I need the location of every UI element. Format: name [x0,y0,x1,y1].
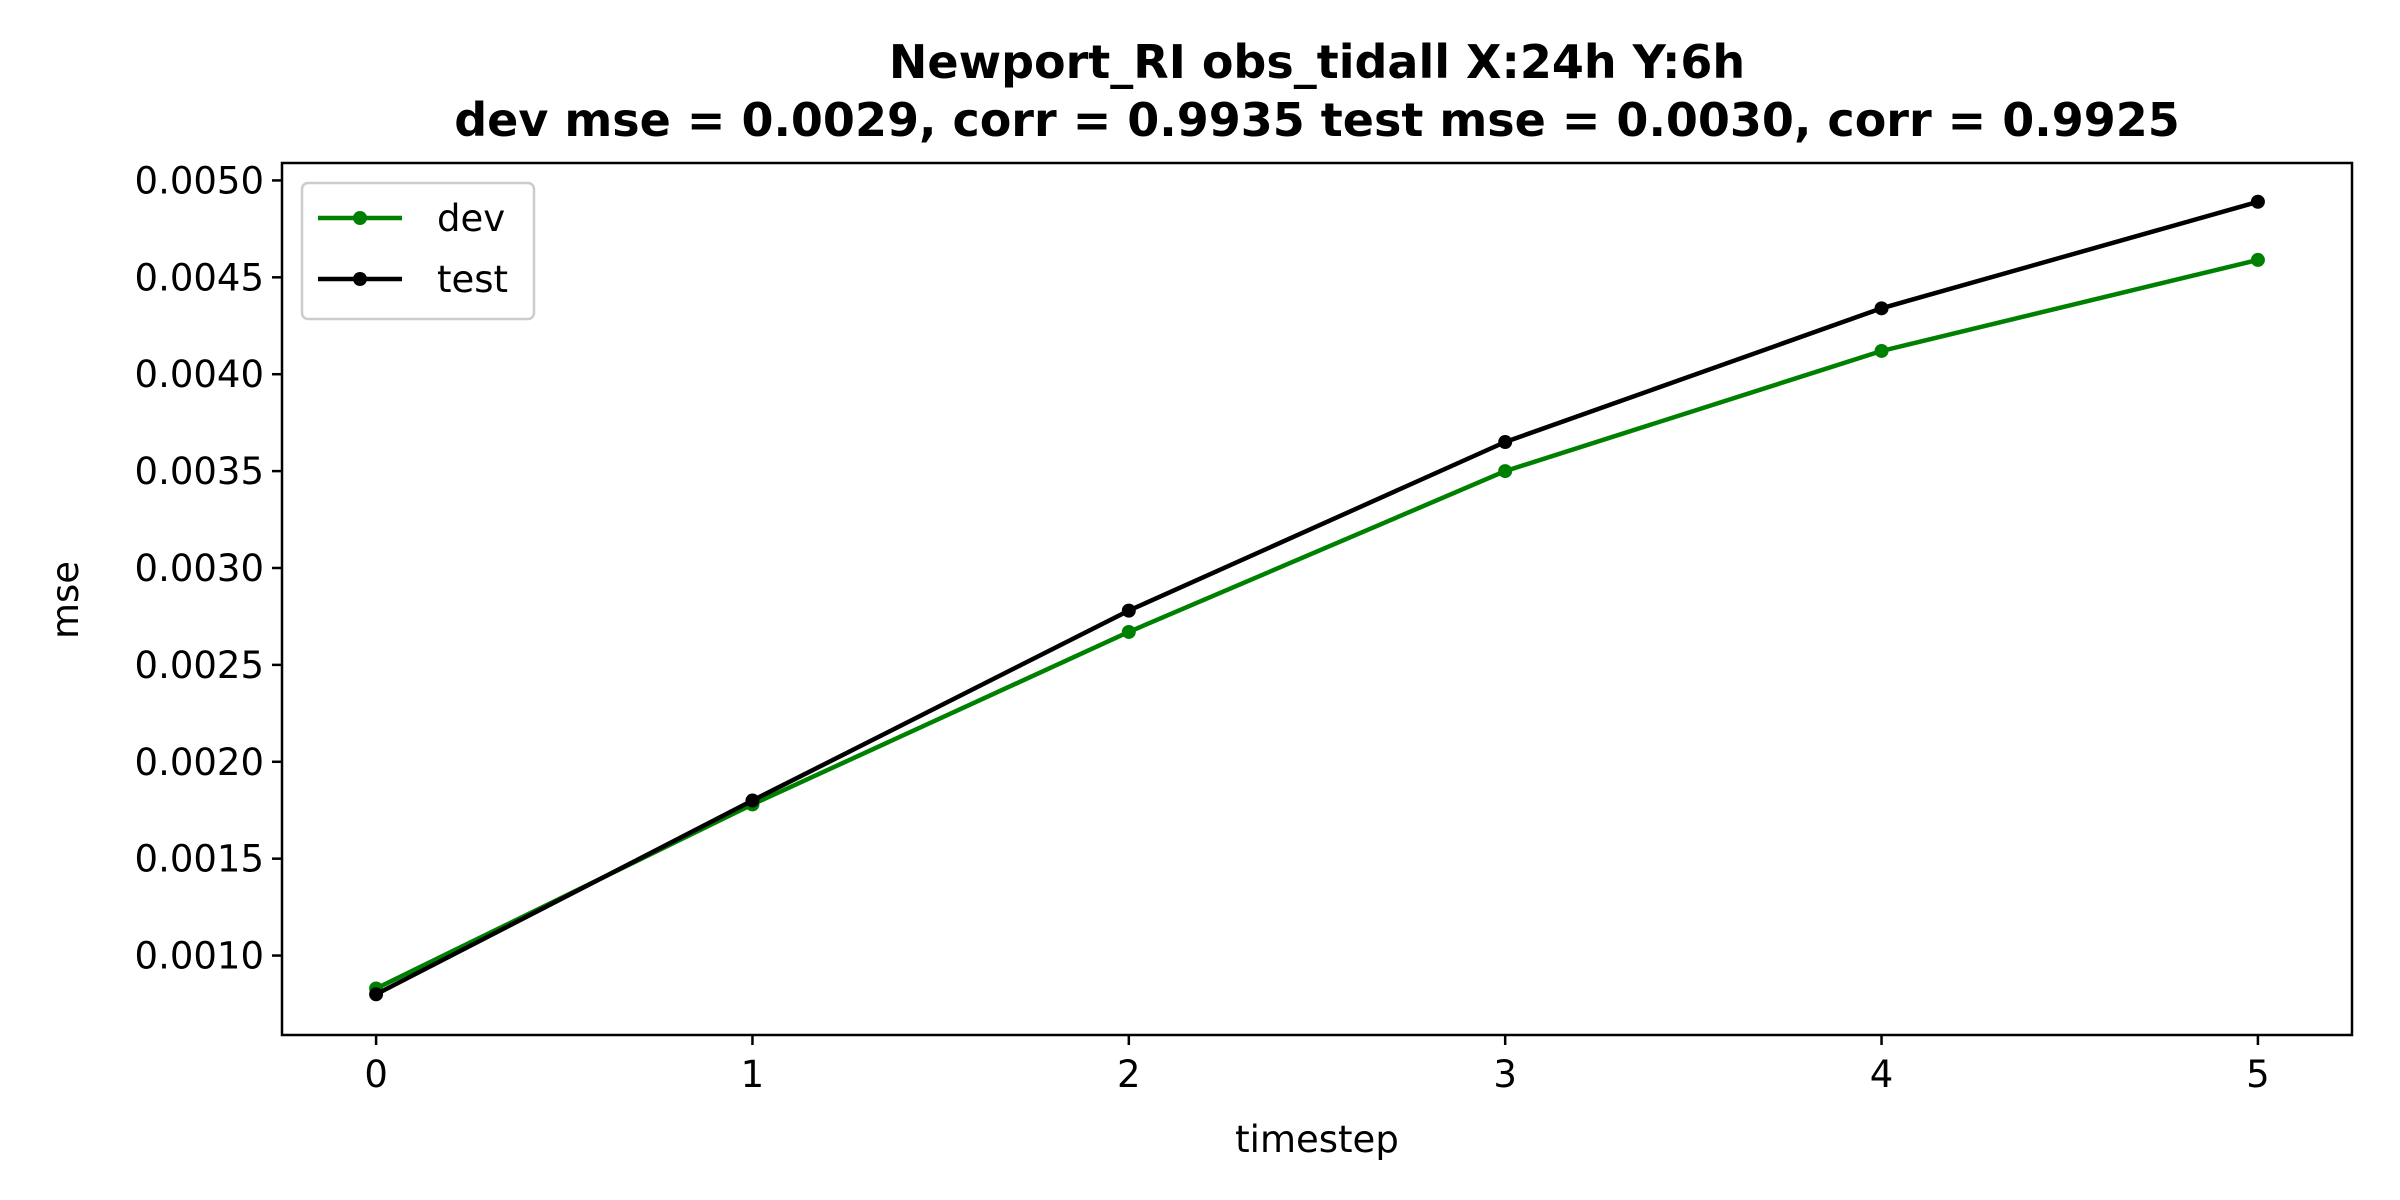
x-axis-label: timestep [1235,1118,1399,1161]
data-point-dev [1874,343,1889,358]
y-tick-label: 0.0030 [135,547,264,590]
legend: dev test [300,181,536,321]
legend-test-marker [353,272,367,286]
legend-label-dev: dev [437,197,505,240]
data-point-dev [2250,252,2265,267]
x-tick-label: 4 [1870,1053,1894,1096]
legend-label-test: test [437,258,508,301]
y-tick-label: 0.0025 [135,644,264,687]
data-point-test [1874,301,1889,316]
y-tick-label: 0.0015 [135,838,264,881]
data-point-test [369,987,384,1002]
x-tick-label: 1 [741,1053,765,1096]
x-tick-label: 0 [364,1053,388,1096]
series-layer [369,194,2265,1002]
y-tick-label: 0.0040 [135,353,264,396]
x-tick-label: 5 [2246,1053,2270,1096]
plot-area-frame [280,161,2354,1037]
series-line-dev [375,257,2259,991]
data-point-test [745,793,760,808]
data-point-dev [1121,624,1136,639]
data-point-test [1121,603,1136,618]
y-tick-label: 0.0010 [135,935,264,978]
data-point-test [1498,435,1513,450]
x-axis-ticks: 0 1 2 3 4 5 [364,1035,2270,1096]
legend-dev-marker [353,211,367,225]
y-tick-label: 0.0045 [135,256,264,299]
y-axis-label: mse [44,561,87,639]
data-point-dev [1498,464,1513,479]
y-tick-label: 0.0020 [135,741,264,784]
y-tick-label: 0.0035 [135,450,264,493]
data-point-test [2250,194,2265,209]
series-line-test [375,199,2259,997]
chart-title-line-1: Newport_RI obs_tidall X:24h Y:6h [889,35,1745,89]
x-tick-label: 2 [1117,1053,1141,1096]
y-axis-ticks: 0.0010 0.0015 0.0020 0.0025 0.0030 0.0035 0.00… [135,159,282,978]
y-tick-label: 0.0050 [135,159,264,202]
chart-title-line-2: dev mse = 0.0029, corr = 0.9935 test mse… [454,93,2180,147]
x-tick-label: 3 [1493,1053,1517,1096]
